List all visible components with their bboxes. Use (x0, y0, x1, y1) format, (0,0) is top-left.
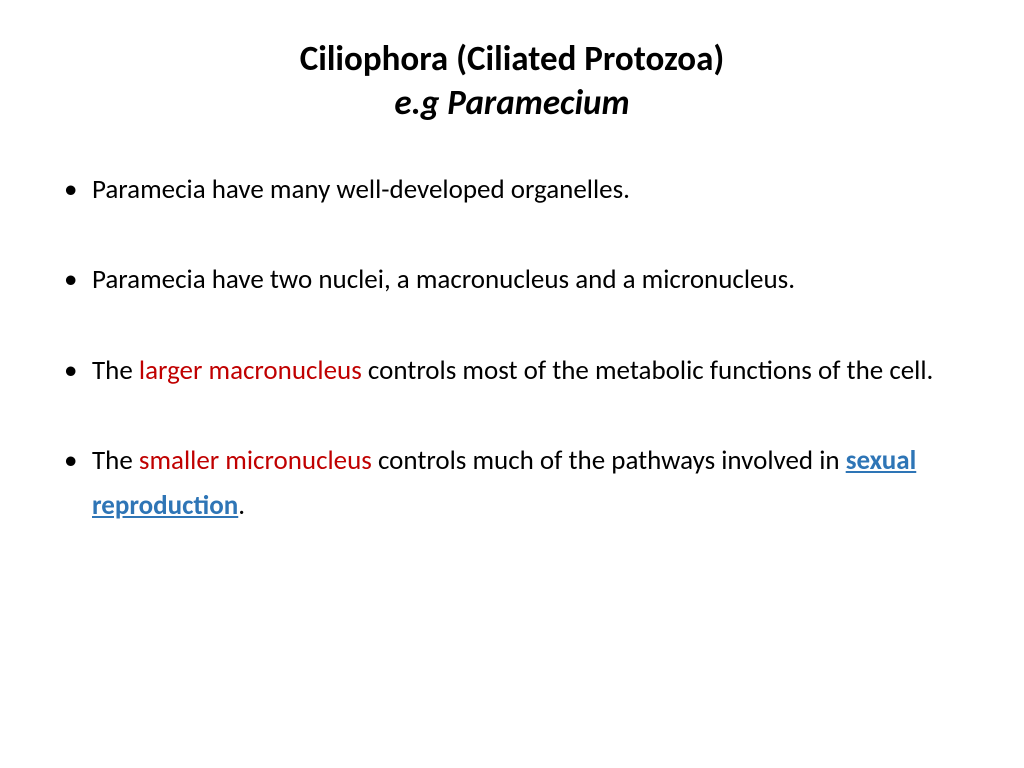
highlight-text: smaller micronucleus (139, 444, 372, 477)
body-text: controls most of the metabolic functions… (362, 354, 934, 387)
slide-title: Ciliophora (Ciliated Protozoa) e.g Param… (50, 38, 974, 126)
bullet-item: The smaller micronucleus controls much o… (50, 439, 974, 528)
title-line-2: e.g Paramecium (50, 82, 974, 126)
highlight-text: larger macronucleus (139, 354, 362, 387)
slide: Ciliophora (Ciliated Protozoa) e.g Param… (0, 0, 1024, 768)
body-text: . (238, 489, 245, 522)
body-text: controls much of the pathways involved i… (372, 444, 846, 477)
bullet-item: The larger macronucleus controls most of… (50, 349, 974, 394)
bullet-item: Paramecia have two nuclei, a macronucleu… (50, 258, 974, 303)
bullet-item: Paramecia have many well-developed organ… (50, 168, 974, 213)
body-text: Paramecia have many well-developed organ… (92, 173, 630, 206)
bullet-list: Paramecia have many well-developed organ… (50, 168, 974, 529)
body-text: Paramecia have two nuclei, a macronucleu… (92, 263, 795, 296)
body-text: The (92, 354, 139, 387)
body-text: The (92, 444, 139, 477)
title-line-1: Ciliophora (Ciliated Protozoa) (50, 38, 974, 82)
